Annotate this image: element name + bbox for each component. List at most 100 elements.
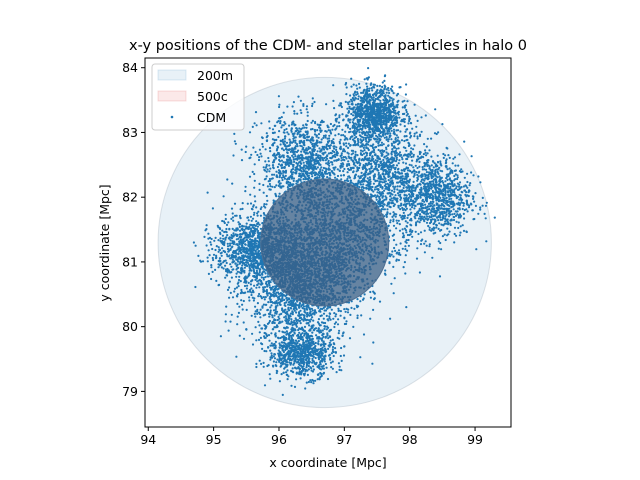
cdm-point (394, 166, 397, 169)
cdm-point (360, 159, 363, 162)
cdm-point (363, 144, 366, 147)
cdm-point (388, 168, 391, 171)
cdm-point (378, 202, 381, 205)
cdm-point (389, 195, 392, 198)
cdm-point (217, 284, 220, 287)
cdm-point (282, 149, 285, 152)
cdm-point (418, 271, 421, 274)
cdm-point (257, 320, 260, 323)
cdm-point (329, 122, 332, 126)
cdm-point (430, 164, 433, 167)
cdm-point (420, 215, 423, 218)
cdm-point (387, 224, 390, 227)
cdm-point (256, 225, 259, 228)
cdm-point (369, 170, 372, 173)
cdm-point (364, 171, 367, 174)
cdm-point (392, 220, 395, 223)
cdm-point (294, 306, 297, 309)
cdm-point (397, 162, 400, 165)
cdm-point (283, 309, 286, 312)
cdm-point (397, 219, 400, 222)
cdm-point (371, 155, 374, 159)
cdm-point (269, 281, 272, 284)
cdm-point (433, 132, 437, 135)
cdm-point (398, 151, 402, 154)
cdm-point (327, 337, 330, 340)
cdm-point (272, 291, 275, 294)
cdm-point (371, 150, 374, 153)
cdm-point (334, 134, 337, 137)
cdm-point (273, 295, 276, 298)
cdm-point (372, 174, 375, 177)
cdm-point (368, 176, 371, 179)
cdm-point (372, 190, 375, 193)
cdm-point (378, 177, 381, 180)
cdm-point (255, 220, 258, 223)
cdm-point (276, 121, 279, 124)
cdm-point (387, 179, 390, 182)
cdm-point (392, 292, 395, 295)
cdm-point (404, 248, 407, 251)
cdm-point (238, 305, 241, 308)
cdm-point (387, 140, 390, 143)
cdm-point (413, 144, 416, 147)
cdm-point (350, 156, 353, 159)
cdm-point (369, 153, 372, 156)
cdm-point (392, 233, 396, 236)
cdm-point (358, 185, 361, 189)
cdm-point (301, 303, 304, 306)
cdm-point (400, 169, 403, 172)
cdm-point (366, 147, 370, 150)
cdm-point (374, 179, 377, 182)
cdm-point (278, 117, 281, 120)
cdm-point (297, 311, 301, 314)
cdm-point (398, 172, 401, 175)
cdm-point (381, 200, 385, 203)
cdm-point (313, 310, 317, 313)
cdm-point (252, 299, 255, 302)
cdm-point (387, 172, 390, 175)
cdm-point (328, 315, 331, 318)
cdm-point (330, 161, 333, 164)
cdm-point (230, 313, 233, 316)
cdm-point (397, 136, 400, 139)
cdm-point (268, 120, 271, 123)
cdm-point (395, 219, 398, 222)
cdm-point (303, 325, 307, 328)
cdm-point (295, 308, 298, 311)
cdm-point (413, 135, 416, 138)
cdm-point (430, 137, 433, 140)
cdm-point (311, 104, 314, 108)
cdm-point (291, 304, 294, 307)
cdm-point (361, 143, 364, 146)
cdm-point (271, 301, 275, 304)
cdm-point (250, 293, 253, 297)
cdm-point (281, 393, 284, 396)
cdm-point (281, 147, 284, 150)
cdm-point (415, 131, 418, 134)
cdm-point (438, 275, 442, 278)
cdm-point (286, 318, 289, 321)
cdm-point (235, 286, 238, 289)
cdm-point (398, 189, 401, 192)
cdm-point (401, 158, 404, 161)
cdm-point (337, 307, 340, 310)
cdm-point (324, 325, 327, 328)
cdm-point (359, 356, 362, 359)
cdm-point (395, 158, 398, 161)
cdm-point (229, 291, 232, 294)
cdm-point (333, 159, 336, 162)
cdm-point (352, 122, 355, 125)
cdm-point (251, 332, 254, 335)
cdm-point (301, 156, 304, 159)
cdm-point (299, 322, 302, 325)
cdm-point (414, 114, 417, 117)
cdm-point (377, 188, 380, 191)
cdm-point (270, 294, 273, 297)
cdm-point (251, 289, 254, 292)
cdm-point (375, 198, 378, 201)
cdm-point (311, 143, 314, 146)
cdm-point (409, 131, 412, 134)
cdm-point (242, 321, 245, 324)
cdm-point (359, 152, 362, 155)
